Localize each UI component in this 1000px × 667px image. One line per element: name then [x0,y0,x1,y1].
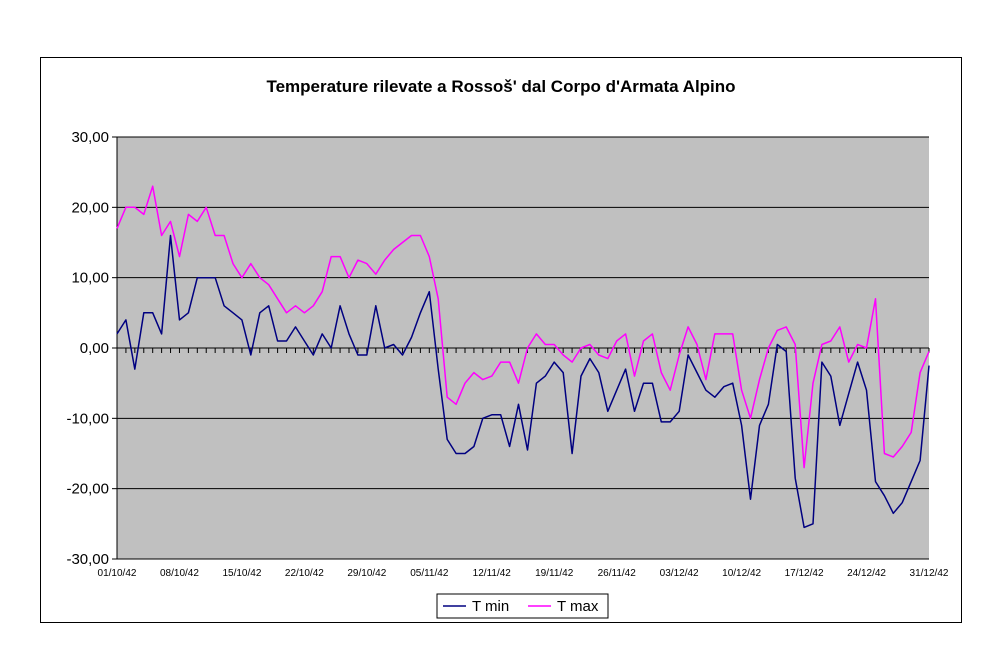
chart-frame: Temperature rilevate a Rossoš' dal Corpo… [40,57,962,623]
y-axis-ticks: 30,00 20,00 10,00 0,00 -10,00 -20,00 -30,00 [66,129,117,568]
x-tick-label: 01/10/42 [98,568,137,579]
x-tick-label: 08/10/42 [160,568,199,579]
series-lines [116,185,930,529]
x-tick-label: 24/12/42 [847,568,886,579]
legend: T min T max [436,593,609,619]
x-tick-label: 10/12/42 [722,568,761,579]
legend-label-t-max: T max [557,598,599,615]
x-tick-label: 12/11/42 [473,568,512,579]
y-tick-label: -20,00 [66,481,109,498]
x-tick-label: 05/11/42 [410,568,449,579]
y-tick-label: 20,00 [71,199,109,216]
series-line-t-min [116,234,930,529]
y-tick-label: 0,00 [80,340,109,357]
y-tick-label: 30,00 [71,129,109,146]
x-tick-label: 03/12/42 [660,568,699,579]
y-tick-label: -10,00 [66,410,109,427]
x-tick-label: 26/11/42 [598,568,637,579]
y-tick-label: 10,00 [71,270,109,287]
x-tick-label: 15/10/42 [222,568,261,579]
chart-svg: Temperature rilevate a Rossoš' dal Corpo… [66,77,949,619]
x-tick-label: 29/10/42 [347,568,386,579]
x-axis-ticks: 01/10/42 08/10/42 15/10/42 22/10/42 29/10/42… [98,568,949,579]
y-tick-label: -30,00 [66,551,109,568]
series-line-t-max [116,185,930,469]
x-tick-label: 17/12/42 [785,568,824,579]
x-tick-label: 22/10/42 [285,568,324,579]
x-tick-label: 19/11/42 [535,568,574,579]
legend-label-t-min: T min [472,598,509,615]
x-tick-label: 31/12/42 [910,568,949,579]
grid-lines [117,136,929,490]
chart-title: Temperature rilevate a Rossoš' dal Corpo… [266,77,735,96]
